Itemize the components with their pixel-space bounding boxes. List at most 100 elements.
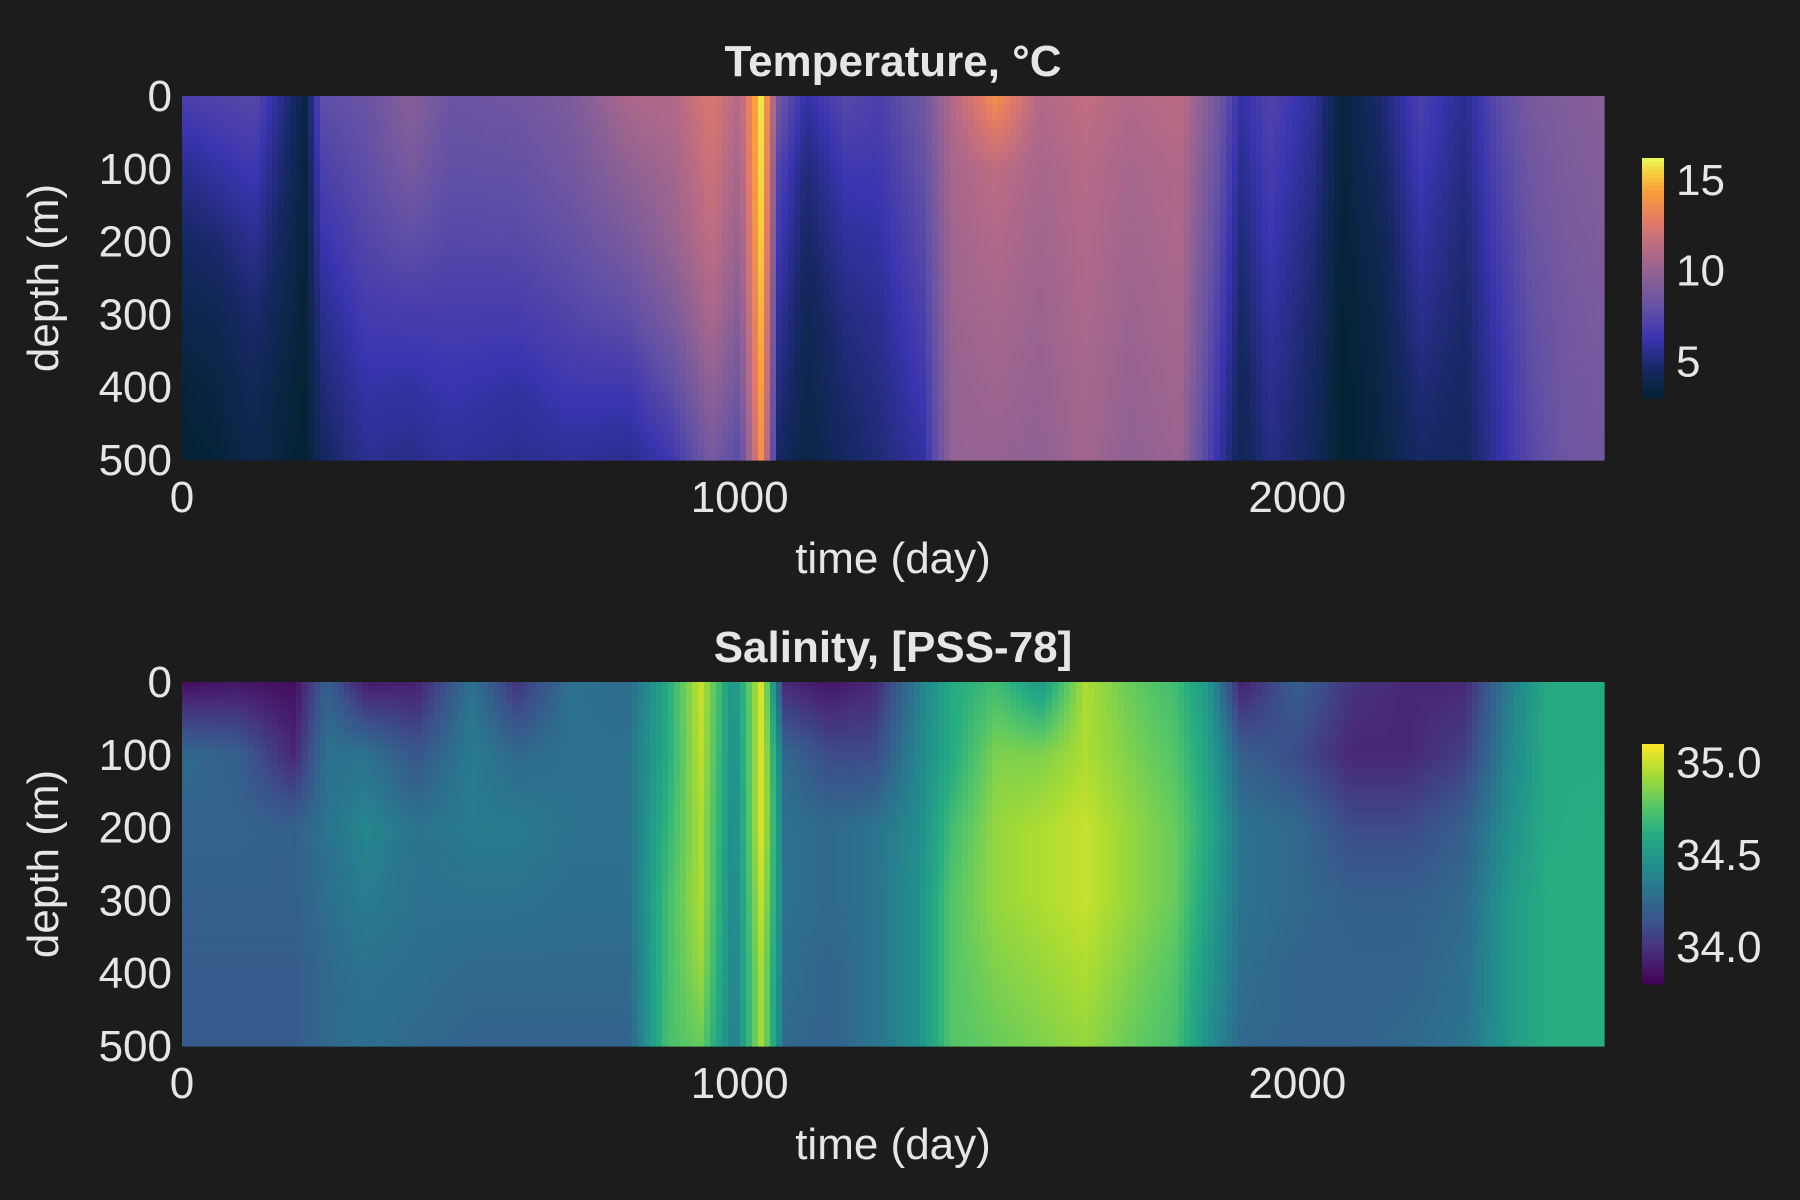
heatmap-cell [362,340,369,345]
heatmap-cell [404,188,411,193]
heatmap-cell [254,172,261,177]
heatmap-cell [308,432,315,437]
heatmap-cell [434,296,441,301]
heatmap-cell [374,296,381,301]
heatmap-cell [362,328,369,333]
heatmap-cell [314,320,321,325]
heatmap-cell [410,212,417,217]
heatmap-cell [260,196,267,201]
heatmap-cell [338,156,345,161]
heatmap-cell [392,328,399,333]
heatmap-cell [230,356,237,361]
heatmap-cell [290,272,297,277]
heatmap-cell [338,316,345,321]
heatmap-cell [206,304,213,309]
heatmap-cell [200,456,207,461]
heatmap-cell [386,120,393,125]
heatmap-cell [434,352,441,357]
heatmap-cell [296,436,303,441]
heatmap-cell [182,160,189,165]
heatmap-cell [428,104,435,109]
heatmap-cell [260,152,267,157]
heatmap-cell [290,232,297,237]
heatmap-cell [404,336,411,341]
heatmap-cell [194,368,201,373]
heatmap-cell [296,308,303,313]
heatmap-cell [278,400,285,405]
heatmap-cell [380,380,387,385]
heatmap-cell [212,428,219,433]
heatmap-cell [248,296,255,301]
heatmap-cell [260,212,267,217]
heatmap-cell [326,268,333,273]
heatmap-cell [302,188,309,193]
heatmap-cell [182,132,189,137]
heatmap-cell [284,184,291,189]
heatmap-cell [344,440,351,445]
heatmap-cell [278,364,285,369]
heatmap-cell [272,316,279,321]
heatmap-cell [194,416,201,421]
heatmap-cell [302,192,309,197]
heatmap-cell [212,356,219,361]
heatmap-cell [362,404,369,409]
heatmap-cell [182,272,189,277]
heatmap-cell [362,408,369,413]
heatmap-cell [374,248,381,253]
heatmap-cell [434,156,441,161]
heatmap-cell [314,384,321,389]
heatmap-cell [266,140,273,145]
heatmap-cell [416,256,423,261]
heatmap-cell [374,344,381,349]
heatmap-cell [434,172,441,177]
heatmap-cell [302,100,309,105]
heatmap-cell [338,292,345,297]
heatmap-cell [398,436,405,441]
heatmap-cell [350,208,357,213]
heatmap-cell [266,104,273,109]
heatmap-cell [314,212,321,217]
heatmap-cell [284,336,291,341]
heatmap-cell [302,368,309,373]
heatmap-cell [410,172,417,177]
heatmap-cell [356,404,363,409]
heatmap-cell [344,108,351,113]
heatmap-cell [308,332,315,337]
heatmap-cell [308,96,315,101]
heatmap-cell [236,144,243,149]
heatmap-cell [380,236,387,241]
heatmap-cell [224,308,231,313]
heatmap-cell [422,208,429,213]
heatmap-cell [356,348,363,353]
heatmap-cell [446,212,453,217]
heatmap-cell [338,228,345,233]
heatmap-cell [296,164,303,169]
heatmap-cell [386,196,393,201]
heatmap-cell [350,300,357,305]
heatmap-cell [410,108,417,113]
heatmap-cell [422,352,429,357]
heatmap-cell [212,324,219,329]
heatmap-cell [440,368,447,373]
heatmap-cell [182,364,189,369]
heatmap-cell [374,320,381,325]
heatmap-cell [230,188,237,193]
heatmap-cell [314,108,321,113]
heatmap-cell [272,448,279,453]
heatmap-cell [344,252,351,257]
heatmap-cell [248,180,255,185]
heatmap-cell [206,424,213,429]
heatmap-cell [356,180,363,185]
heatmap-cell [356,424,363,429]
heatmap-cell [326,256,333,261]
heatmap-cell [350,212,357,217]
heatmap-cell [230,452,237,457]
heatmap-cell [188,372,195,377]
heatmap-cell [422,408,429,413]
heatmap-cell [296,188,303,193]
heatmap-cell [416,96,423,101]
heatmap-cell [206,172,213,177]
heatmap-cell [296,432,303,437]
heatmap-cell [434,308,441,313]
heatmap-cell [248,300,255,305]
